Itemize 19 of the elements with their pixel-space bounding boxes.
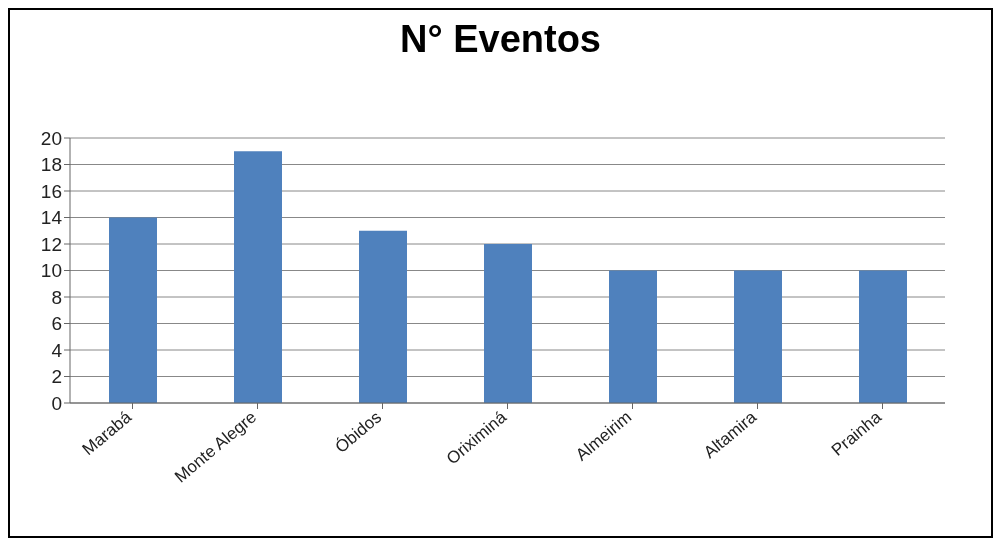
bar	[109, 217, 157, 403]
y-tick-label: 20	[40, 127, 62, 149]
bar	[734, 270, 782, 403]
y-tick-label: 8	[51, 286, 62, 308]
bar	[234, 151, 282, 403]
y-tick-label: 4	[51, 339, 63, 361]
y-tick-label: 0	[51, 392, 62, 414]
bar	[484, 244, 532, 403]
bar	[609, 270, 657, 403]
chart-title: N° Eventos	[399, 17, 602, 62]
y-tick-label: 14	[40, 207, 63, 229]
y-tick-label: 6	[51, 313, 62, 335]
bar	[359, 230, 407, 403]
y-tick-label: 2	[51, 366, 62, 388]
y-tick-label: 18	[40, 154, 62, 176]
bar	[859, 270, 907, 403]
y-tick-label: 12	[40, 233, 62, 255]
y-tick-label: 10	[40, 260, 62, 282]
y-tick-label: 16	[40, 180, 62, 202]
